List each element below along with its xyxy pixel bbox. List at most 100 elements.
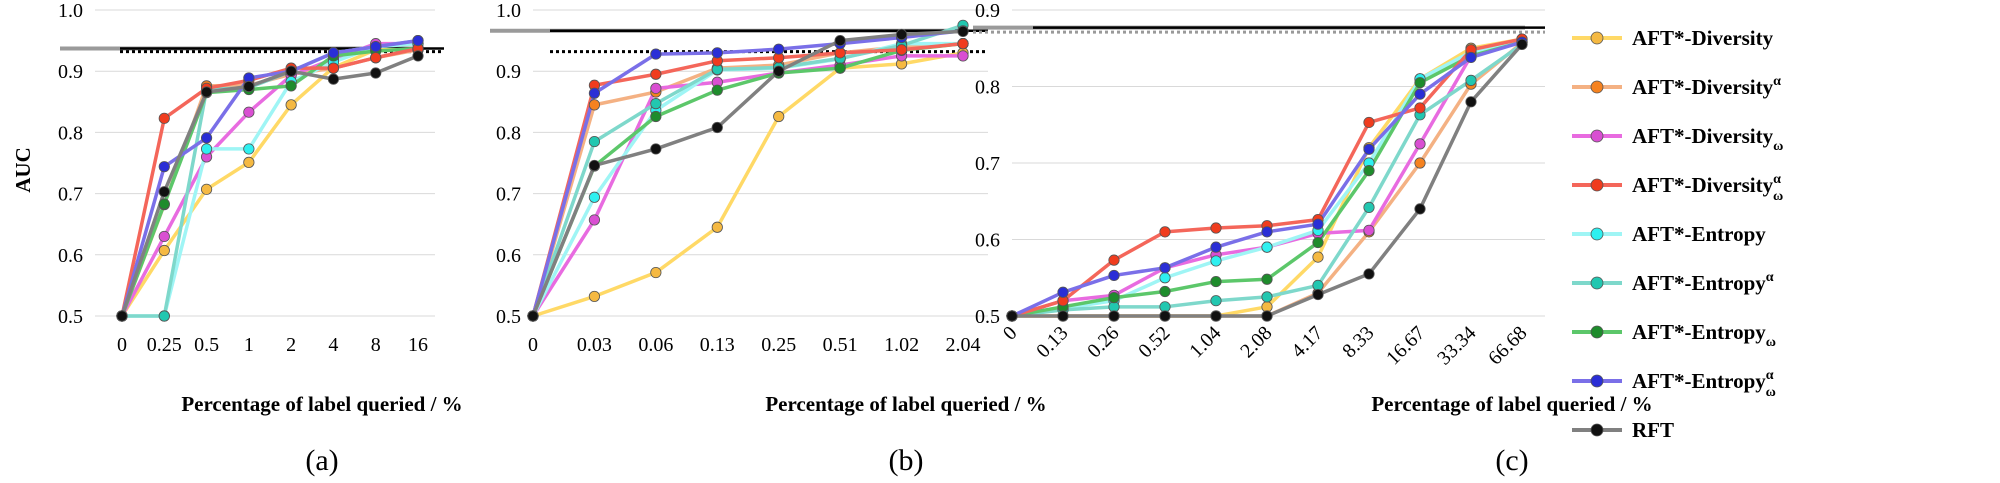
x-tick-label: 33.34: [1433, 322, 1480, 369]
x-tick-label: 0.25: [147, 334, 182, 356]
series-line: [120, 41, 418, 317]
x-tick-label: 0.03: [577, 334, 612, 356]
data-point: [711, 47, 723, 59]
data-point: [588, 99, 601, 111]
chart-panel-a: AUC Percentage of label queried / % (a) …: [11, 0, 463, 477]
data-point: [1261, 310, 1273, 322]
data-point: [327, 47, 340, 59]
data-point: [1465, 96, 1477, 108]
data-point: [1414, 203, 1426, 215]
series-line: [531, 29, 964, 317]
x-axis-title: Percentage of label queried / %: [181, 392, 462, 416]
legend-item: AFT*-Diversity: [1572, 26, 1774, 50]
data-point: [1159, 272, 1171, 284]
x-axis-title: Percentage of label queried / %: [1371, 392, 1652, 416]
data-point: [1363, 165, 1375, 177]
legend-item: AFT*-Diversityα: [1572, 74, 1781, 99]
legend-item: AFT*-Entropyα ω: [1572, 368, 1776, 400]
panel-label: (a): [305, 444, 338, 477]
legend-marker: [1590, 129, 1604, 143]
data-point: [1261, 291, 1273, 303]
data-point: [1312, 288, 1324, 301]
data-point: [588, 290, 601, 303]
x-tick-label: 0.26: [1083, 322, 1123, 362]
data-point: [711, 121, 723, 134]
data-point: [1312, 251, 1324, 263]
data-point: [327, 73, 340, 85]
y-tick-label: 0.9: [58, 61, 83, 83]
data-point: [1465, 74, 1477, 86]
legend-item: AFT*-Entropy: [1572, 222, 1766, 246]
data-point: [1057, 286, 1069, 298]
data-point: [1261, 273, 1273, 285]
data-point: [773, 65, 785, 77]
legend-label: AFT*-Diversityω: [1632, 124, 1783, 154]
x-tick-label: 0: [528, 334, 538, 356]
series-line: [122, 41, 419, 318]
data-point: [650, 98, 662, 110]
data-point: [1006, 310, 1018, 322]
series-line: [531, 54, 963, 317]
data-point: [895, 44, 908, 56]
legend-item: AFT*-Entropyα: [1572, 270, 1774, 295]
data-point: [1414, 102, 1426, 114]
x-tick-label: 16: [408, 334, 428, 356]
data-point: [650, 82, 662, 94]
legend-label: AFT*-Diversityα: [1632, 74, 1781, 99]
y-tick-label: 0.6: [975, 230, 1000, 252]
data-point: [1210, 255, 1222, 267]
legend-marker: [1590, 374, 1604, 388]
data-point: [957, 50, 969, 62]
y-tick-label: 1.0: [58, 0, 83, 22]
data-point: [957, 25, 969, 38]
data-point: [1159, 226, 1171, 238]
data-point: [650, 48, 662, 60]
x-tick-label: 8: [371, 334, 381, 356]
data-point: [243, 156, 255, 168]
x-tick-label: 2.04: [946, 334, 981, 356]
series-line: [120, 54, 419, 317]
legend-label: RFT: [1632, 418, 1674, 442]
x-tick-label: 1: [244, 334, 254, 356]
data-point: [711, 84, 723, 96]
data-point: [243, 143, 255, 155]
data-point: [1108, 254, 1120, 266]
legend: AFT*-Diversity AFT*-Diversityα AFT*-Divers…: [1572, 26, 1783, 442]
y-tick-label: 0.7: [496, 184, 521, 206]
legend-marker: [1590, 325, 1604, 339]
data-point: [370, 52, 382, 64]
data-point: [158, 310, 170, 322]
y-tick-label: 0.9: [975, 0, 1000, 22]
x-tick-label: 0.13: [700, 334, 735, 356]
legend-item: RFT: [1572, 418, 1674, 442]
legend-item: AFT*-Diversityα ω: [1572, 172, 1783, 204]
data-point: [412, 50, 424, 62]
data-point: [285, 99, 297, 111]
data-point: [116, 310, 128, 322]
data-point: [834, 34, 846, 47]
data-point: [1159, 262, 1171, 274]
data-point: [1210, 222, 1222, 234]
data-point: [1108, 310, 1120, 322]
data-point: [285, 65, 297, 77]
series-line: [532, 51, 964, 318]
data-point: [1210, 275, 1222, 288]
x-tick-label: 2.08: [1236, 322, 1276, 362]
data-point: [158, 244, 170, 257]
data-point: [158, 112, 170, 124]
data-point: [200, 143, 213, 155]
y-tick-label: 0.9: [496, 61, 521, 83]
data-point: [773, 110, 785, 123]
data-point: [158, 230, 170, 243]
data-point: [957, 38, 969, 50]
data-point: [1414, 138, 1426, 150]
series-line: [531, 23, 964, 317]
x-tick-label: 0: [999, 322, 1022, 345]
x-tick-label: 0.13: [1032, 322, 1072, 362]
x-tick-label: 4.17: [1287, 322, 1327, 362]
x-tick-label: 4: [328, 334, 338, 356]
x-axis-title: Percentage of label queried / %: [765, 392, 1046, 416]
data-point: [1363, 143, 1375, 155]
x-tick-label: 16.67: [1382, 322, 1429, 369]
y-tick-label: 0.8: [975, 77, 1000, 99]
